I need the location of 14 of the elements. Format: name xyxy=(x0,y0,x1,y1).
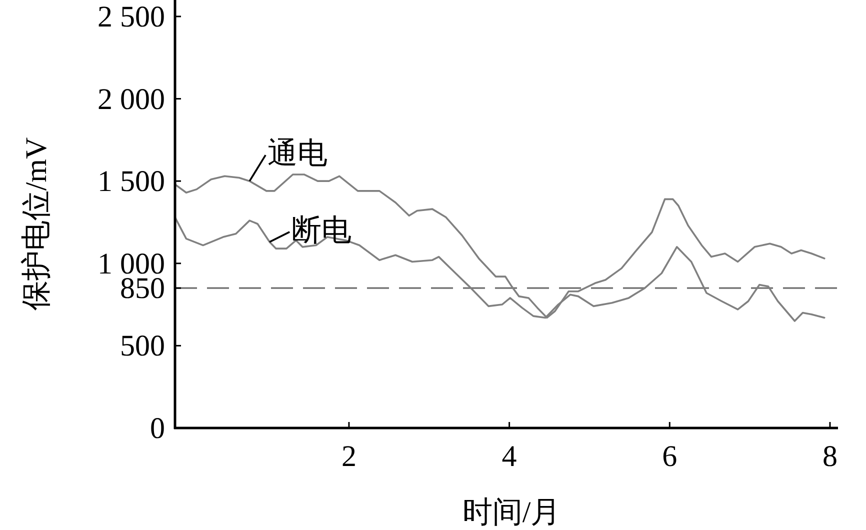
x-tick-label: 6 xyxy=(662,440,678,473)
series-label: 断电 xyxy=(292,214,352,247)
y-tick-label: 1 500 xyxy=(98,165,165,198)
x-tick-label: 2 xyxy=(341,440,356,473)
x-tick-label: 8 xyxy=(822,440,838,473)
y-tick-label: 500 xyxy=(120,330,165,363)
x-axis-title: 时间/月 xyxy=(462,496,561,529)
line-series xyxy=(174,174,826,319)
y-tick-label: 2 500 xyxy=(98,0,165,34)
x-tick-label: 4 xyxy=(502,440,517,473)
series-label: 通电 xyxy=(268,137,328,170)
y-tick-label: 2 000 xyxy=(98,82,165,116)
y-axis-title: 保护电位/mV xyxy=(20,137,53,311)
y-tick-label: 0 xyxy=(150,412,165,445)
